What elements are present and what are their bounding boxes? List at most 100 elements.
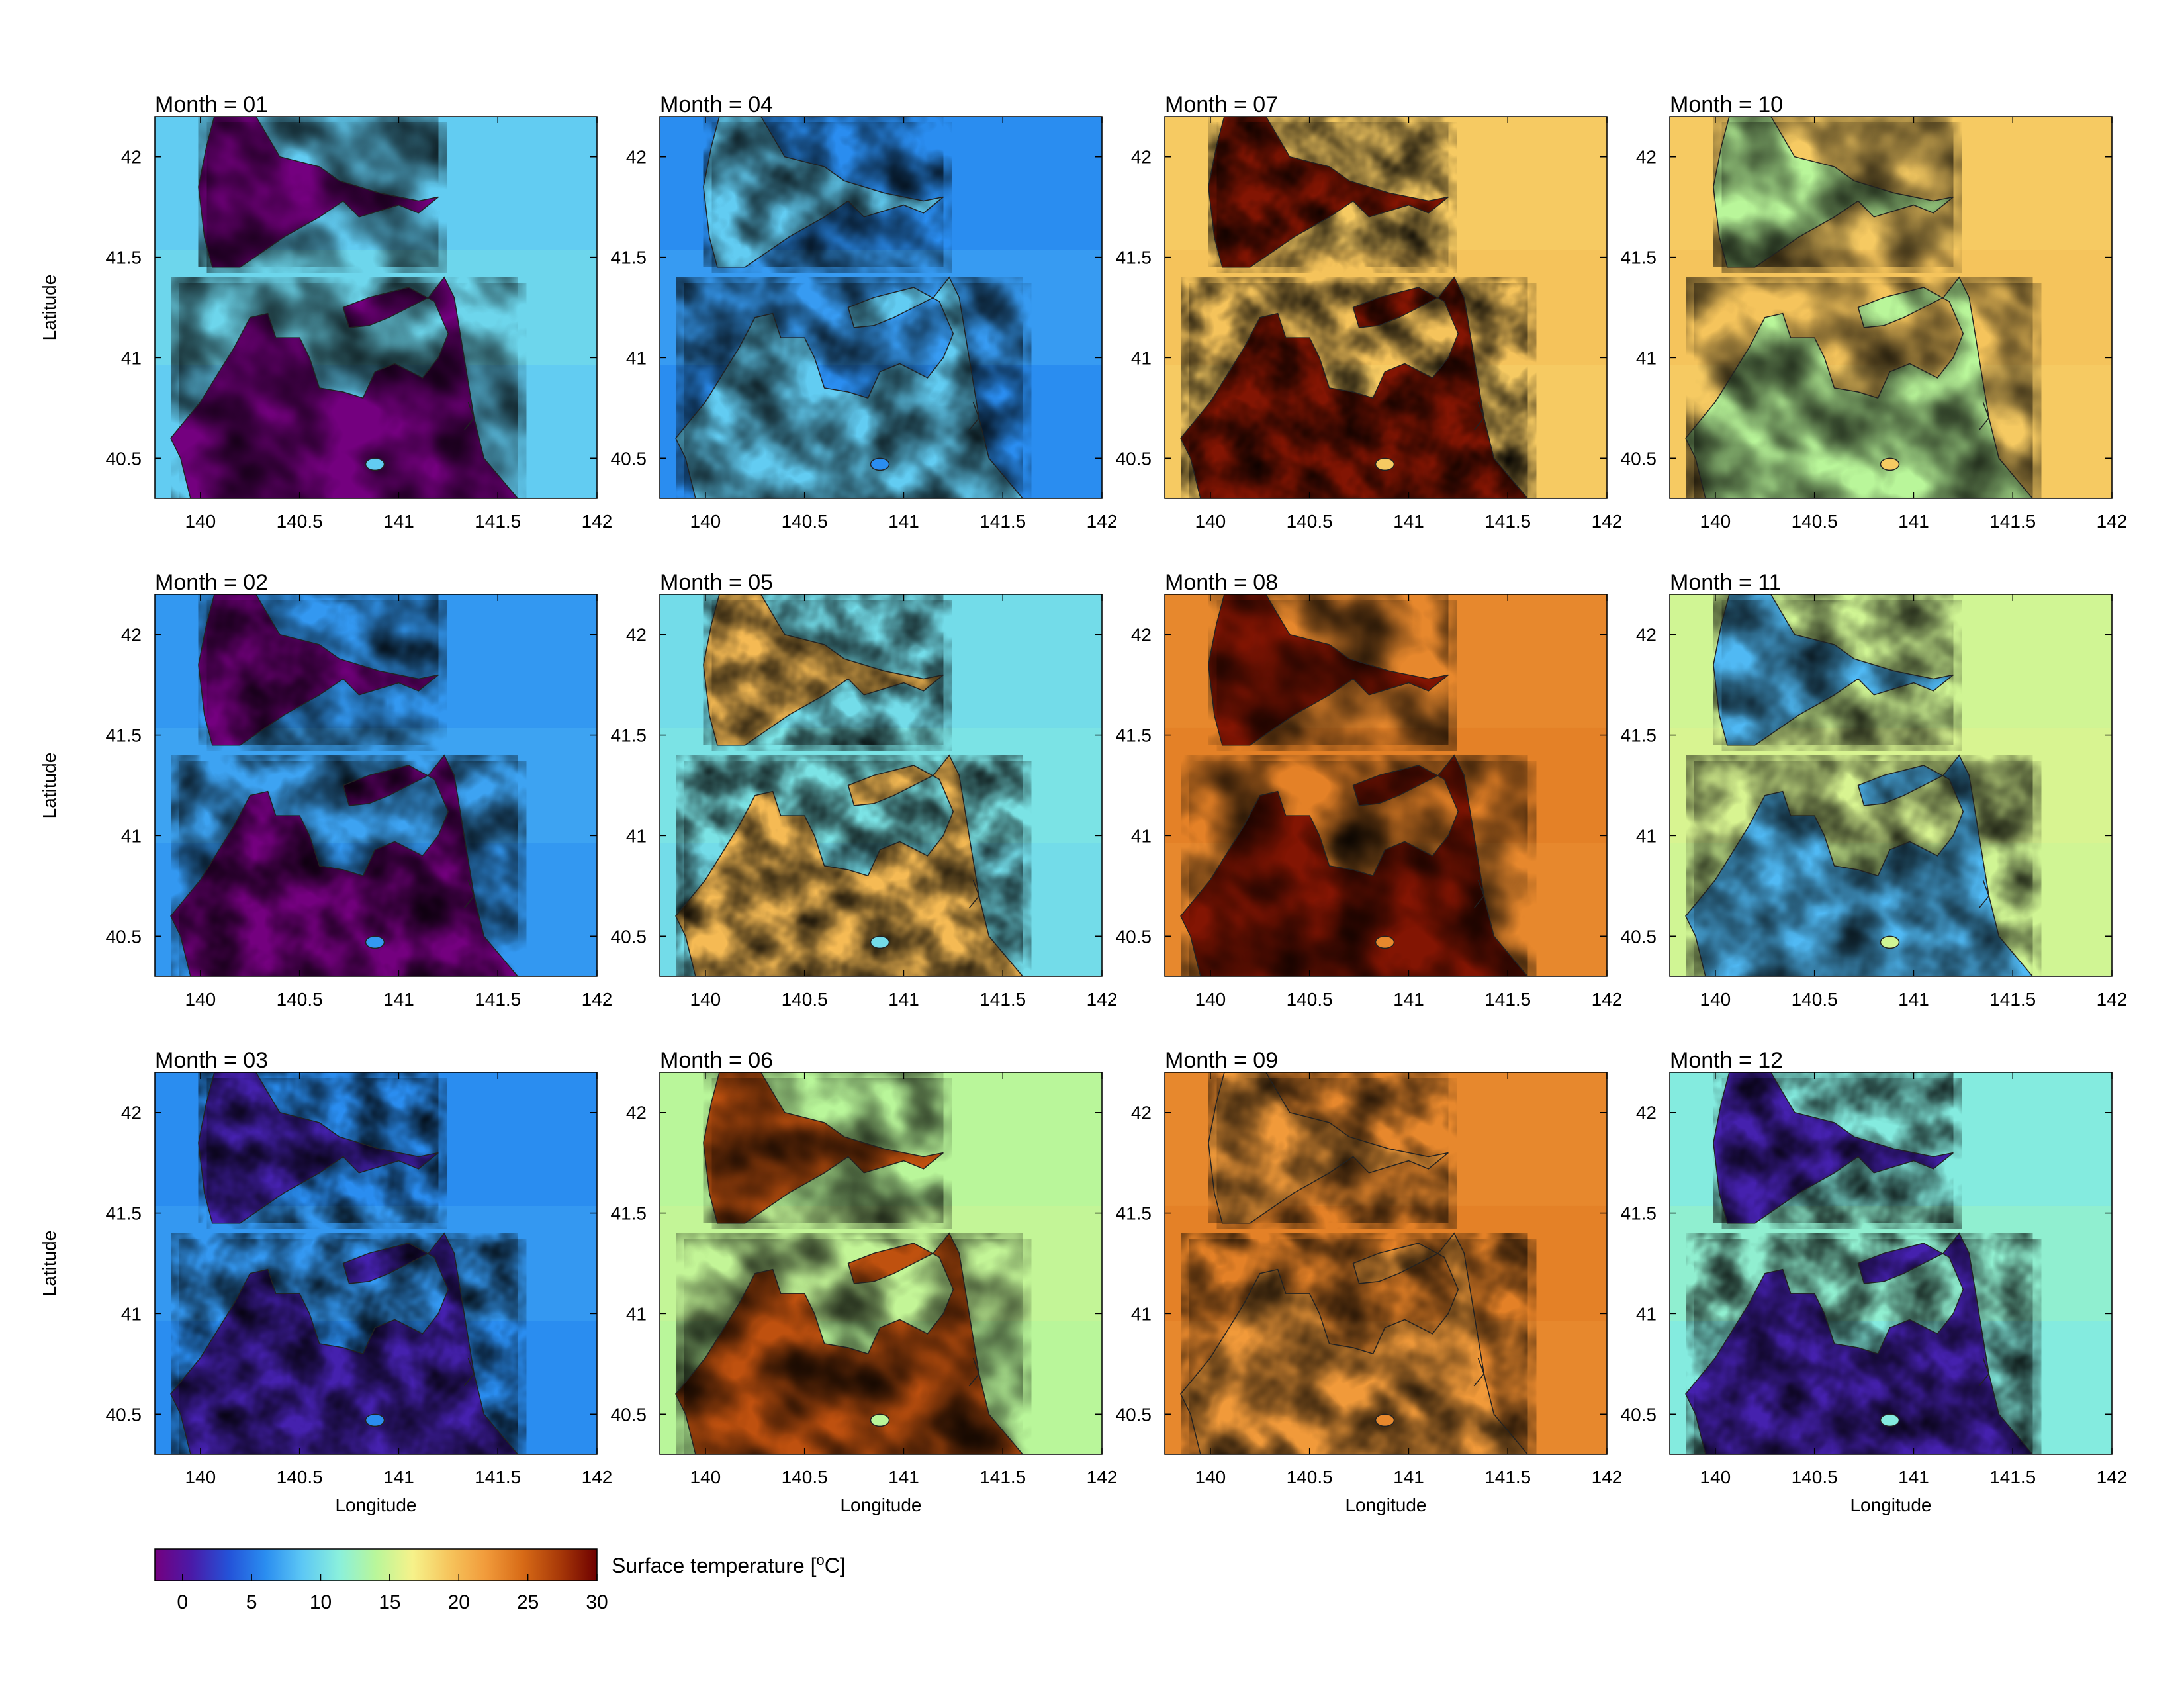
y-tick-label: 41 [626,825,647,846]
heatmap-area [1670,117,2112,498]
y-tick-label: 42 [1131,625,1152,645]
y-tick-label: 41 [121,1303,142,1324]
y-tick-label: 42 [1636,147,1657,167]
x-tick-label: 140 [690,989,721,1009]
x-tick-label: 140.5 [1287,989,1333,1009]
heatmap-area [1670,1072,2112,1454]
y-tick-label: 41 [1636,825,1657,846]
panel-title: Month = 01 [155,92,268,117]
coastline-honshu [675,276,1024,498]
x-tick-label: 141.5 [1989,989,2036,1009]
land-texture-cool-hokkaido [1216,600,1457,751]
lake-ogawara [968,401,980,431]
y-tick-label: 41.5 [1621,248,1657,268]
coastline-honshu [1685,1232,2034,1454]
panels: Month = 01 140 140.5 141 141.5 142 40.5 41 41.5 4… [39,92,2127,1515]
x-tick-label: 141 [1898,511,1929,532]
y-tick-label: 41.5 [1621,726,1657,746]
panel-title: Month = 02 [155,570,268,595]
coastline-hokkaido [198,1072,439,1224]
x-tick-label: 141 [1898,1467,1929,1487]
x-tick-label: 141.5 [1484,511,1531,532]
y-tick-label: 40.5 [106,448,142,469]
coastline-hokkaido [198,117,439,268]
x-tick-label: 140 [185,511,216,532]
y-tick-label: 41 [626,1303,647,1324]
panel-title: Month = 06 [660,1048,773,1073]
y-tick-label: 40.5 [611,1404,647,1425]
lake-ogawara [1978,879,1990,909]
y-tick-label: 41.5 [1116,1203,1152,1224]
y-tick-label: 41.5 [1621,1203,1657,1224]
land-texture-cool-hokkaido [711,122,952,273]
lake-towada [365,457,385,471]
colorbar-tick-label: 15 [379,1591,400,1613]
y-tick-label: 42 [121,625,142,645]
y-tick-label: 41 [1131,1303,1152,1324]
y-tick-label: 41.5 [611,1203,647,1224]
land-texture-cool-hokkaido [1216,1078,1457,1229]
x-tick-label: 140 [1195,989,1226,1009]
coastline-honshu [170,276,519,498]
x-tick-label: 140.5 [1792,1467,1838,1487]
lake-towada [1880,457,1900,471]
x-tick-label: 142 [1592,989,1623,1009]
y-tick-label: 40.5 [1621,448,1657,469]
lake-towada [1375,935,1395,949]
land-texture-cool-hokkaido [711,600,952,751]
y-tick-label: 40.5 [611,926,647,947]
x-axis-label: Longitude [1345,1495,1426,1515]
y-tick-label: 40.5 [1116,1404,1152,1425]
coastline-hokkaido [1713,594,1954,746]
coastline-hokkaido [703,1072,944,1224]
x-tick-label: 142 [1592,1467,1623,1487]
y-tick-label: 41 [626,348,647,368]
y-tick-label: 41.5 [106,726,142,746]
y-tick-label: 41 [1636,348,1657,368]
coastline-honshu [1685,276,2034,498]
land-texture-cool-honshu [684,283,1026,498]
plot-frame [659,116,1103,499]
x-tick-label: 141 [888,1467,919,1487]
land-texture-cool-hokkaido [206,122,447,273]
colorbar-tick-label: 20 [448,1591,470,1613]
y-tick-label: 41.5 [1116,726,1152,746]
x-tick-label: 141 [888,511,919,532]
y-tick-label: 41 [121,825,142,846]
x-tick-label: 140.5 [1287,511,1333,532]
lake-ogawara [968,1357,980,1387]
y-tick-label: 42 [121,1103,142,1123]
x-tick-label: 141.5 [1484,1467,1531,1487]
x-tick-label: 140.5 [277,511,323,532]
lake-towada [870,1413,890,1427]
land-texture-cool-honshu [1189,761,1531,976]
colorbar-label: Surface temperature [oC] [612,1552,846,1577]
coastline-hokkaido [703,594,944,746]
land-texture-cool-honshu [684,1239,1026,1454]
x-tick-label: 141 [383,989,414,1009]
land-texture-cool-honshu [1189,1239,1531,1454]
x-tick-label: 141 [888,989,919,1009]
lake-towada [365,1413,385,1427]
x-tick-label: 140 [1195,511,1226,532]
land-texture-cool-honshu [684,761,1026,976]
panel-title: Month = 08 [1165,570,1278,595]
x-tick-label: 142 [2097,1467,2128,1487]
coastline-honshu [675,754,1024,976]
lake-ogawara [463,1357,475,1387]
y-tick-label: 41.5 [611,726,647,746]
y-tick-label: 42 [1636,1103,1657,1123]
x-tick-label: 140 [185,989,216,1009]
land-texture-cool-honshu [1189,283,1531,498]
y-tick-label: 42 [626,147,647,167]
y-tick-label: 41.5 [106,248,142,268]
y-tick-label: 40.5 [1116,448,1152,469]
y-tick-label: 40.5 [106,1404,142,1425]
x-tick-label: 141 [383,1467,414,1487]
y-tick-label: 41.5 [611,248,647,268]
panel-month-02: Month = 02 140 140.5 141 141.5 142 40.5 41 41.5 4… [39,570,612,1009]
y-tick-label: 40.5 [1621,926,1657,947]
x-tick-label: 141.5 [1484,989,1531,1009]
coastline-hokkaido [703,117,944,268]
